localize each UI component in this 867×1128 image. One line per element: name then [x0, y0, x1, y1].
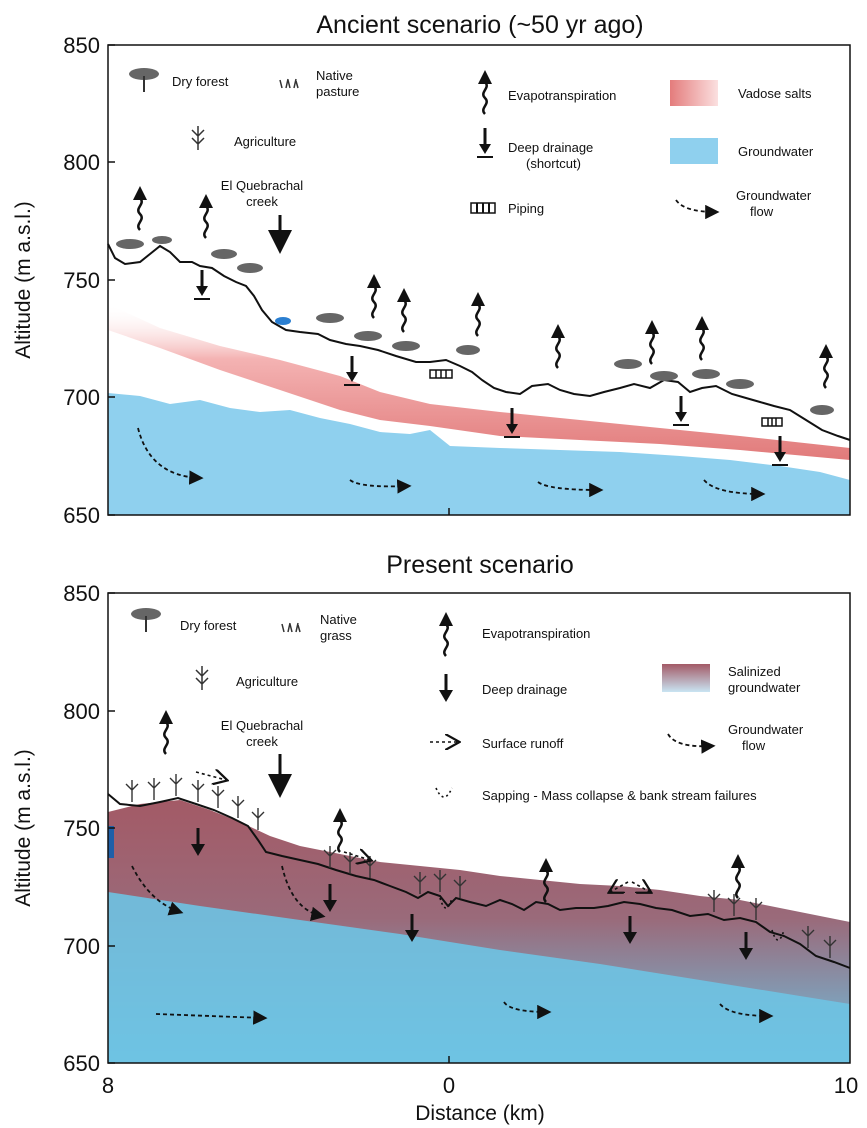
x-tick-label: 10: [834, 1073, 858, 1098]
legend-salinized: Salinized: [728, 664, 781, 679]
y-axis-label: Altitude (m a.s.l.): [12, 749, 35, 907]
legend-native: Native: [316, 68, 353, 83]
legend-gw-flow: flow: [742, 738, 766, 753]
legend-evapotranspiration: Evapotranspiration: [482, 626, 590, 641]
scene-evapotranspiration-arrows: [133, 186, 833, 389]
legend-gw-flow: Groundwater: [736, 188, 812, 203]
crop-icon: [195, 666, 209, 690]
scene-runoff-arrows: [195, 772, 650, 892]
legend-native: pasture: [316, 84, 359, 99]
scene-deep-drainage-arrows: [194, 270, 788, 466]
ancient-panel: Ancient scenario (~50 yr ago) 850 800 75…: [12, 11, 851, 528]
vadose-salts-area: [108, 304, 850, 460]
creek-label: El Quebrachal: [221, 178, 303, 193]
scene-piping: [429, 369, 783, 427]
scene-deep-drainage-arrows: [191, 828, 753, 960]
creek-label: creek: [246, 194, 278, 209]
legend-native: grass: [320, 628, 352, 643]
grass-icon: [279, 78, 299, 89]
deep-drainage-arrow-icon: [477, 128, 493, 158]
legend-native: Native: [320, 612, 357, 627]
legend-piping: Piping: [508, 201, 544, 216]
y-axis-label: Altitude (m a.s.l.): [12, 201, 35, 359]
creek-label: creek: [246, 734, 278, 749]
scene-groundwater-flow: [131, 865, 774, 1025]
groundwater-flow-arrow-icon: [667, 733, 716, 754]
legend-gw-flow: Groundwater: [728, 722, 804, 737]
legend-agriculture: Agriculture: [236, 674, 298, 689]
y-tick-label: 700: [63, 385, 100, 410]
legend-groundwater-swatch: [670, 138, 718, 164]
legend-sapping: Sapping - Mass collapse & bank stream fa…: [482, 788, 757, 803]
deep-drainage-arrow-icon: [439, 674, 453, 702]
present-terrain-profile: [107, 793, 851, 969]
scene-trees: [116, 236, 834, 415]
tree-icon: [129, 68, 159, 92]
legend: Dry forest Native pasture Agriculture Ev…: [129, 68, 814, 220]
legend-salts-swatch: [670, 80, 718, 106]
scene-sapping: [439, 897, 785, 941]
y-tick-label: 700: [63, 934, 100, 959]
y-tick-label: 850: [63, 581, 100, 606]
y-tick-label: 650: [63, 1051, 100, 1076]
terrain-profile: [107, 243, 851, 441]
panel-title: Ancient scenario (~50 yr ago): [316, 11, 643, 39]
legend-salinized-swatch: [662, 664, 710, 692]
groundwater-area: [108, 393, 850, 515]
groundwater-flow-arrow-icon: [675, 199, 720, 220]
legend-gw-flow: flow: [750, 204, 774, 219]
legend-salinized: groundwater: [728, 680, 801, 695]
legend-deep-drainage: (shortcut): [526, 156, 581, 171]
legend-salts: Vadose salts: [738, 86, 812, 101]
y-axis: [108, 592, 450, 1064]
x-axis-label: Distance (km): [415, 1102, 545, 1125]
y-tick-label: 650: [63, 503, 100, 528]
legend-dry-forest: Dry forest: [172, 74, 229, 89]
legend: Dry forest Native grass Agriculture Evap…: [131, 608, 804, 803]
creek-water: [275, 317, 291, 325]
present-groundwater-lower: [108, 892, 850, 1063]
piping-icon: [470, 202, 496, 214]
scene-evapotranspiration-arrows: [159, 710, 745, 903]
sapping-icon: [435, 787, 453, 798]
legend-groundwater: Groundwater: [738, 144, 814, 159]
legend-runoff: Surface runoff: [482, 736, 564, 751]
x-tick-label: 8: [102, 1073, 114, 1098]
y-tick-label: 800: [63, 150, 100, 175]
creek-water: [108, 826, 114, 858]
x-tick-label: 0: [443, 1073, 455, 1098]
scene-groundwater-flow: [137, 427, 766, 502]
y-tick-label: 850: [63, 33, 100, 58]
y-tick-label: 800: [63, 699, 100, 724]
legend-deep-drainage: Deep drainage: [482, 682, 567, 697]
y-axis: [108, 44, 450, 516]
legend-evapotranspiration: Evapotranspiration: [508, 88, 616, 103]
y-tick-label: 750: [63, 268, 100, 293]
y-tick-label: 750: [63, 816, 100, 841]
panel-title: Present scenario: [386, 551, 574, 579]
legend-dry-forest: Dry forest: [180, 618, 237, 633]
evapotranspiration-arrow-icon: [439, 612, 453, 657]
crop-icon: [191, 126, 205, 150]
evapotranspiration-arrow-icon: [478, 70, 492, 115]
grass-icon: [281, 622, 301, 633]
scene-crops: [125, 774, 837, 958]
legend-agriculture: Agriculture: [234, 134, 296, 149]
legend-deep-drainage: Deep drainage: [508, 140, 593, 155]
creek-label: El Quebrachal: [221, 718, 303, 733]
tree-icon: [131, 608, 161, 632]
present-panel: Present scenario 850 800 750 700 650 Alt…: [12, 551, 851, 1076]
